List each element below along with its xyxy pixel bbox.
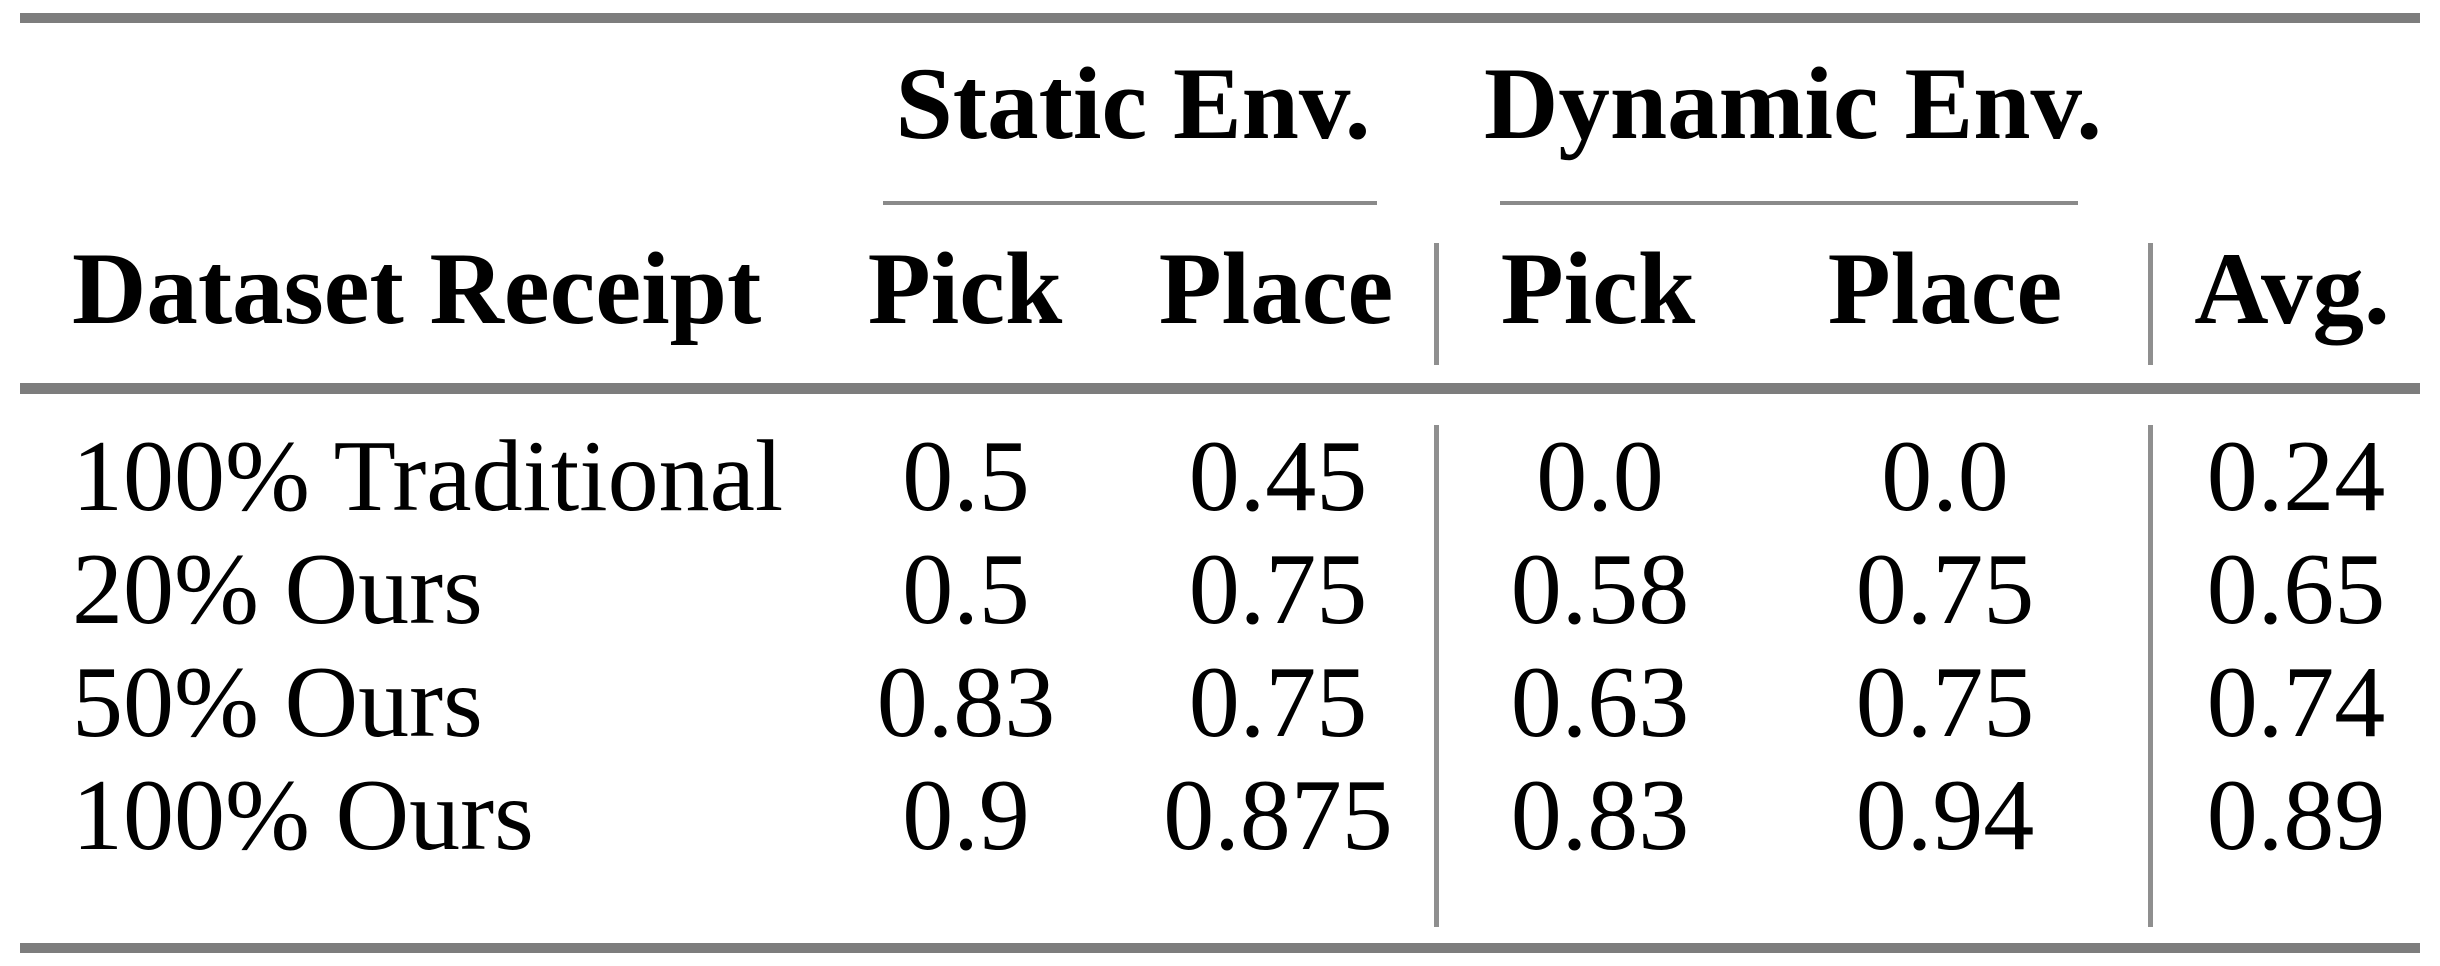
separator-1-body [1434, 425, 1439, 927]
col-header-dynamic-pick: Pick [1500, 232, 1696, 346]
cell-static-place: 0.75 [1188, 533, 1368, 646]
header-rule [20, 383, 2420, 394]
cell-static-place: 0.875 [1163, 759, 1393, 872]
cell-static-place: 0.75 [1188, 646, 1368, 759]
row-label: 20% Ours [72, 533, 483, 646]
col-header-static-place: Place [1158, 232, 1394, 346]
cell-dynamic-place: 0.0 [1881, 420, 2009, 533]
cell-dynamic-pick: 0.83 [1510, 759, 1690, 872]
col-header-dynamic-place: Place [1827, 232, 2063, 346]
cell-dynamic-pick: 0.63 [1510, 646, 1690, 759]
cell-avg: 0.24 [2206, 420, 2386, 533]
bottom-rule [20, 943, 2420, 953]
top-rule [20, 13, 2420, 23]
cell-avg: 0.89 [2206, 759, 2386, 872]
separator-1-header [1434, 243, 1439, 365]
cell-static-pick: 0.5 [902, 420, 1030, 533]
col-header-avg: Avg. [2194, 232, 2390, 346]
static-env-cmidrule [883, 201, 1377, 205]
row-label: 50% Ours [72, 646, 483, 759]
cell-avg: 0.74 [2206, 646, 2386, 759]
row-label: 100% Ours [72, 759, 534, 872]
row-label: 100% Traditional [72, 420, 784, 533]
cell-dynamic-pick: 0.0 [1536, 420, 1664, 533]
col-header-dataset-receipt: Dataset Receipt [72, 232, 762, 346]
separator-2-body [2148, 425, 2153, 927]
col-header-static-pick: Pick [867, 232, 1063, 346]
cell-static-pick: 0.5 [902, 533, 1030, 646]
group-header-dynamic-env: Dynamic Env. [1483, 47, 2103, 161]
cell-dynamic-pick: 0.58 [1510, 533, 1690, 646]
cell-dynamic-place: 0.75 [1855, 646, 2035, 759]
cell-static-pick: 0.9 [902, 759, 1030, 872]
cell-dynamic-place: 0.75 [1855, 533, 2035, 646]
cell-static-place: 0.45 [1188, 420, 1368, 533]
group-header-static-env: Static Env. [895, 47, 1371, 161]
cell-avg: 0.65 [2206, 533, 2386, 646]
cell-static-pick: 0.83 [876, 646, 1056, 759]
separator-2-header [2148, 243, 2153, 365]
dynamic-env-cmidrule [1500, 201, 2078, 205]
cell-dynamic-place: 0.94 [1855, 759, 2035, 872]
